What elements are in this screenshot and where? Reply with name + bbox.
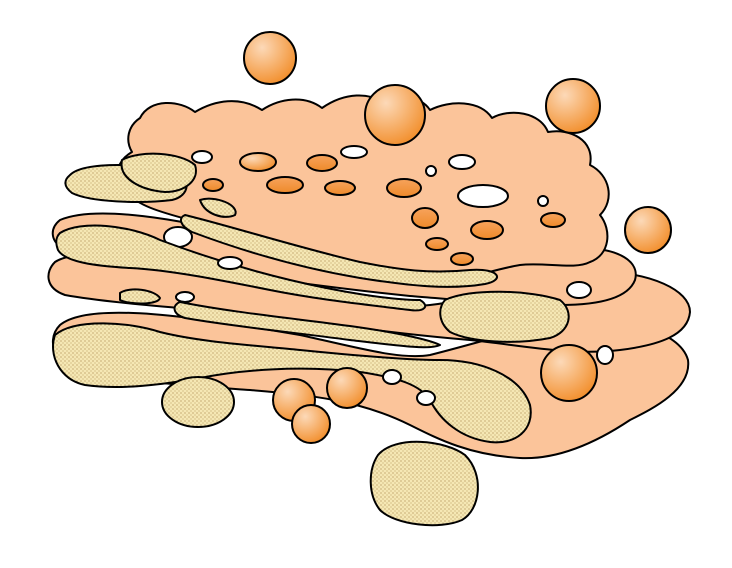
cisterna-spot: [239, 152, 277, 172]
cisterna-spot: [411, 207, 439, 229]
vesicle: [624, 206, 672, 254]
cavity: [416, 390, 436, 406]
vesicle: [161, 376, 235, 428]
vesicle: [540, 344, 598, 402]
cavity: [566, 281, 592, 299]
cisterna-spot: [470, 220, 504, 240]
cavity: [340, 145, 368, 159]
cavity: [191, 150, 213, 164]
lumen-sac: [55, 224, 427, 312]
vesicle: [364, 84, 426, 146]
cavity: [448, 154, 476, 170]
cisterna-spot: [324, 180, 356, 196]
cisterna-spot: [386, 178, 422, 198]
lumen-sac: [120, 152, 197, 193]
lumen-sac: [199, 197, 237, 218]
cavity: [537, 195, 549, 207]
cisterna-spot: [425, 237, 449, 251]
vesicle: [326, 367, 368, 409]
lumen-sac: [173, 301, 441, 349]
lumen-sac: [439, 290, 570, 343]
cavity: [217, 256, 243, 270]
vesicle: [369, 440, 479, 527]
cavity: [457, 184, 509, 208]
lumen-sac: [179, 214, 498, 288]
cisterna-spot: [450, 252, 474, 266]
cisterna-spot: [540, 212, 566, 228]
lumen-sac: [119, 288, 161, 305]
cavity: [175, 291, 195, 303]
vesicle: [291, 404, 331, 444]
vesicle: [545, 78, 601, 134]
cisterna-spot: [266, 176, 304, 194]
cavity: [425, 165, 437, 177]
vesicle: [243, 31, 297, 85]
cisterna-spot: [202, 178, 224, 192]
cisterna-spot: [306, 154, 338, 172]
cavity: [596, 345, 614, 365]
cavity: [382, 369, 402, 385]
